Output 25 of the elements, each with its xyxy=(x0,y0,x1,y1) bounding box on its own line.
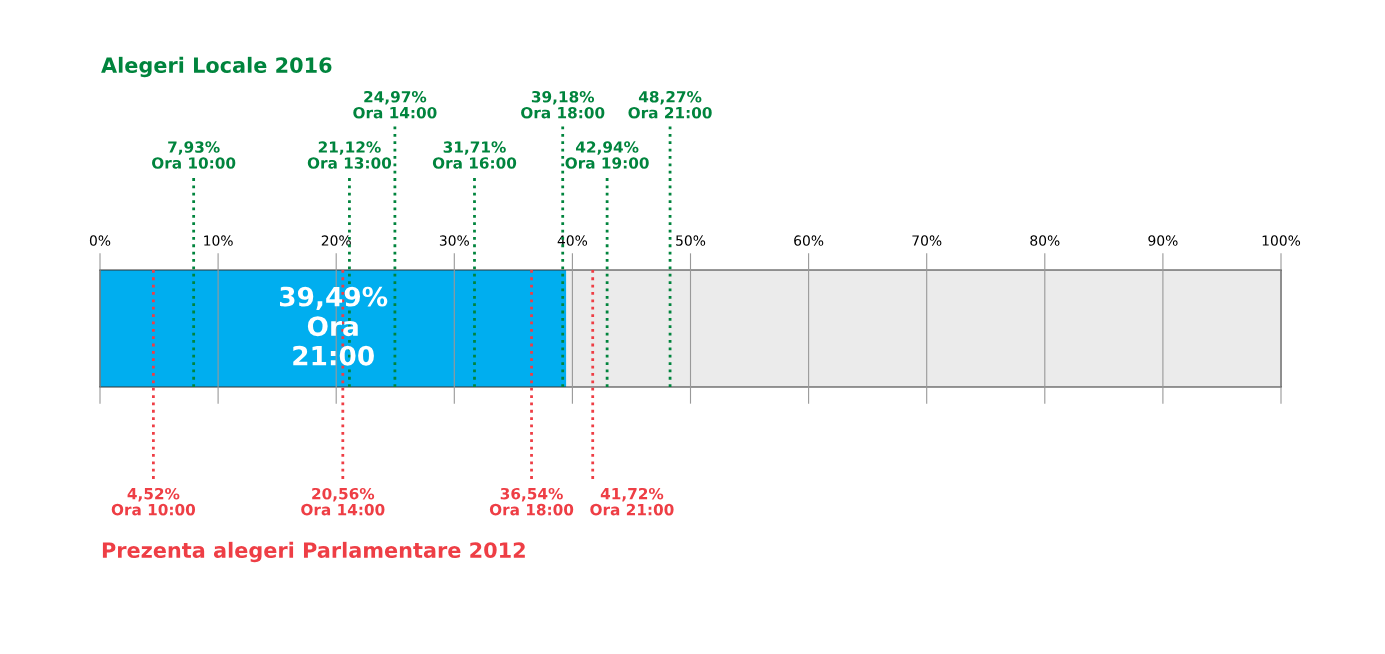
ref-line-label: 42,94% Ora 19:00 xyxy=(565,141,649,169)
x-tick-label: 90% xyxy=(1148,235,1178,246)
x-tick-label: 10% xyxy=(204,235,233,246)
ref-line-label: 39,18% Ora 18:00 xyxy=(521,90,605,119)
ref-line-label: 41,72% Ora 21:00 xyxy=(590,487,674,516)
text: Prezenta alegeri Parlamentare 2012 xyxy=(102,541,525,563)
x-tick-label: 50% xyxy=(676,235,706,246)
x-tick-label: 60% xyxy=(794,235,824,246)
data-label: 39,49% Ora 21:00 xyxy=(280,286,388,366)
x-tick-label: 70% xyxy=(912,235,942,246)
ref-line-label: 20,56% Ora 14:00 xyxy=(301,487,385,516)
ref-line-label: 48,27% Ora 21:00 xyxy=(628,90,712,119)
ref-line-label: 36,54% Ora 18:00 xyxy=(489,487,574,516)
x-tick-label: 100% xyxy=(1262,235,1301,246)
ref-line-label: 31,71% Ora 16:00 xyxy=(432,141,517,169)
x-tick-label: 30% xyxy=(439,235,469,246)
x-tick-label: 20% xyxy=(321,235,351,246)
ref-line-label: 24,97% Ora 14:00 xyxy=(353,90,437,119)
x-tick-label: 40% xyxy=(557,235,588,246)
chart-title: Alegeri Locale 2016 xyxy=(101,56,332,78)
x-tick-label: 0% xyxy=(89,235,111,246)
ref-line-label: 4,52% Ora 10:00 xyxy=(111,487,196,516)
x-tick-label: 80% xyxy=(1030,235,1060,246)
ref-line-label: 21,12% Ora 13:00 xyxy=(307,141,392,169)
ref-line-label: 7,93% Ora 10:00 xyxy=(152,141,236,169)
